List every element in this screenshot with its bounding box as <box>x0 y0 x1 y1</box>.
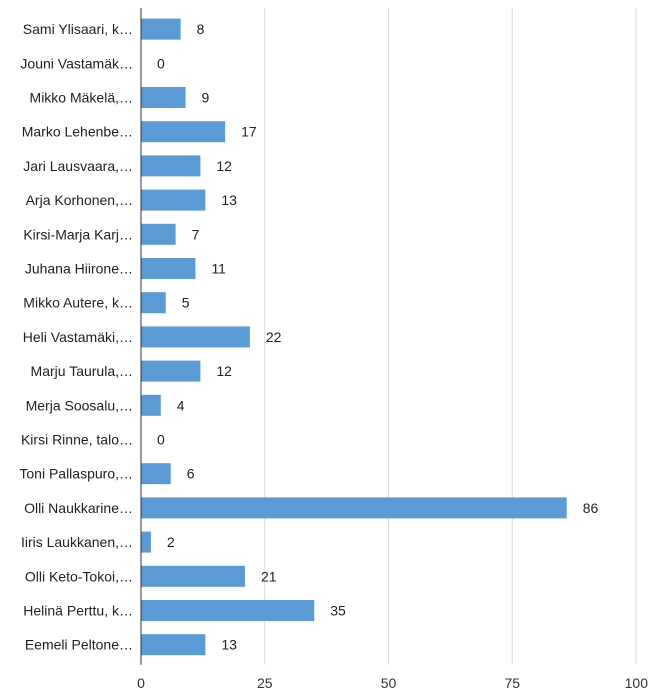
x-axis-ticks: 0 25 50 75 100 <box>137 675 648 691</box>
grid-layer <box>264 8 637 665</box>
category-label: Jari Lausvaara,… <box>23 158 133 174</box>
x-tick-label: 50 <box>381 675 397 691</box>
bar <box>141 600 315 621</box>
data-label: 2 <box>167 534 175 550</box>
data-label: 7 <box>192 226 200 242</box>
category-labels: Sami Ylisaari, k… Jouni Vastamäk… Mikko Mä… <box>19 21 133 653</box>
data-label: 13 <box>221 192 237 208</box>
data-label: 11 <box>211 261 226 277</box>
data-label: 4 <box>177 397 185 413</box>
bar <box>141 189 206 211</box>
bar <box>141 292 166 314</box>
category-label: Iiris Laukkanen,… <box>21 534 133 550</box>
category-label: Heli Vastamäki,… <box>23 329 133 345</box>
category-label: Toni Pallaspuro,… <box>19 466 133 482</box>
category-label: Merja Soosalu,… <box>26 397 133 413</box>
category-label: Mikko Mäkelä,… <box>30 90 133 106</box>
bar <box>141 531 151 553</box>
category-label: Mikko Autere, k… <box>23 295 133 311</box>
category-label: Jouni Vastamäk… <box>20 55 133 71</box>
bar <box>141 394 161 416</box>
data-label: 13 <box>221 637 237 653</box>
data-label: 6 <box>187 466 195 482</box>
value-labels: 8 0 9 17 12 13 7 11 5 22 12 4 0 6 86 2 21 35 13 <box>157 21 598 653</box>
data-label: 22 <box>266 329 282 345</box>
data-label: 5 <box>182 295 190 311</box>
bar <box>141 360 201 382</box>
category-label: Kirsi-Marja Karj… <box>23 226 133 242</box>
category-label: Olli Keto-Tokoi,… <box>25 568 133 584</box>
category-label: Sami Ylisaari, k… <box>23 21 133 37</box>
category-label: Arja Korhonen,… <box>26 192 133 208</box>
data-label: 35 <box>330 603 346 619</box>
category-label: Helinä Perttu, k… <box>23 603 133 619</box>
bar <box>141 18 181 40</box>
category-label: Juhana Hiirone… <box>25 261 133 277</box>
bar <box>141 87 186 108</box>
category-label: Marko Lehenbe… <box>22 124 133 140</box>
data-label: 9 <box>202 90 210 106</box>
bar <box>141 258 196 279</box>
category-label: Olli Naukkarine… <box>24 500 133 516</box>
data-label: 0 <box>157 432 165 448</box>
bar <box>141 463 171 485</box>
bar <box>141 565 245 587</box>
data-label: 8 <box>197 21 205 37</box>
x-tick-label: 25 <box>257 675 273 691</box>
bar <box>141 155 201 177</box>
data-label: 12 <box>216 363 232 379</box>
data-label: 12 <box>216 158 232 174</box>
bar-layer <box>141 18 567 656</box>
bar <box>141 326 250 348</box>
bar <box>141 634 206 656</box>
x-tick-label: 100 <box>625 675 649 691</box>
category-label: Eemeli Peltone… <box>25 637 133 653</box>
data-label: 0 <box>157 55 165 71</box>
data-label: 21 <box>261 568 277 584</box>
bar <box>141 223 176 245</box>
data-label: 86 <box>583 500 599 516</box>
data-label: 17 <box>241 124 257 140</box>
bar <box>141 121 226 143</box>
category-label: Marju Taurula,… <box>31 363 133 379</box>
x-tick-label: 0 <box>137 675 145 691</box>
x-tick-label: 75 <box>504 675 520 691</box>
category-label: Kirsi Rinne, talo… <box>21 432 133 448</box>
bar <box>141 497 567 519</box>
